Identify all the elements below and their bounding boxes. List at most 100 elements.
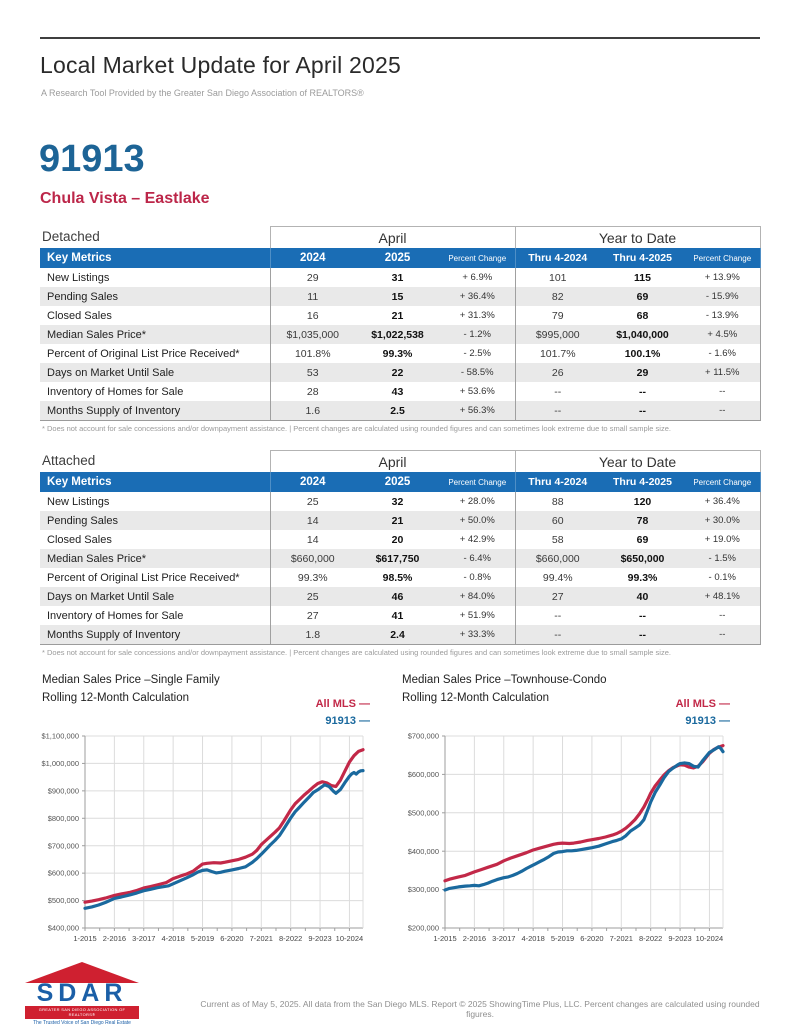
- value-cell: 101.7%: [514, 344, 600, 363]
- table-row: Inventory of Homes for Sale 28 43 + 53.6% --…: [40, 382, 761, 401]
- chart-subtitle: Rolling 12-Month Calculation: [402, 691, 550, 704]
- table-row: Pending Sales 11 15 + 36.4% 82 69- 15.9%: [40, 287, 761, 306]
- section-label-attached: Attached: [42, 453, 96, 468]
- column-header: 2024: [269, 248, 355, 268]
- metric-label-cell: Months Supply of Inventory: [40, 401, 270, 421]
- svg-text:7-2021: 7-2021: [610, 934, 633, 943]
- value-cell: 31: [355, 268, 440, 287]
- value-cell: + 31.3%: [440, 306, 515, 325]
- value-cell: 11: [269, 287, 355, 306]
- metric-label-cell: Percent of Original List Price Received*: [40, 344, 270, 363]
- attached-section: Attached April Year to Date Key Metrics 202…: [40, 450, 761, 660]
- value-cell: + 53.6%: [440, 382, 515, 401]
- metric-label-cell: Median Sales Price*: [40, 325, 270, 344]
- chart-title: Median Sales Price –Townhouse-Condo: [402, 674, 607, 686]
- detached-metrics-table: April Year to Date Key Metrics 2024 2025 Perc…: [40, 226, 761, 421]
- value-cell: - 6.4%: [440, 549, 515, 568]
- metric-label-cell: Percent of Original List Price Received*: [40, 568, 270, 587]
- value-cell: + 28.0%: [440, 492, 515, 511]
- column-header: 2024: [269, 472, 355, 492]
- value-cell: 99.3%: [355, 344, 440, 363]
- value-cell: - 13.9%: [685, 306, 761, 325]
- svg-text:1-2015: 1-2015: [433, 934, 456, 943]
- svg-text:5-2019: 5-2019: [551, 934, 574, 943]
- svg-text:$800,000: $800,000: [48, 814, 79, 823]
- value-cell: --: [600, 382, 685, 401]
- value-cell: 99.3%: [600, 568, 685, 587]
- value-cell: + 56.3%: [440, 401, 515, 421]
- value-cell: $1,040,000: [600, 325, 685, 344]
- series-all-mls: [83, 748, 365, 904]
- table-row: New Listings 25 32 + 28.0% 88 120 + 36.4%: [40, 492, 761, 511]
- group-header-ytd: Year to Date: [514, 450, 761, 472]
- value-cell: 101: [514, 268, 600, 287]
- value-cell: + 13.9%: [685, 268, 761, 287]
- value-cell: 15: [355, 287, 440, 306]
- header-rule: [40, 37, 760, 39]
- column-header: Percent Change: [440, 248, 515, 268]
- value-cell: 28: [269, 382, 355, 401]
- svg-text:$1,000,000: $1,000,000: [41, 759, 79, 768]
- value-cell: + 19.0%: [685, 530, 761, 549]
- table-row: Closed Sales 14 20 + 42.9% 58 69 + 19.0%: [40, 530, 761, 549]
- value-cell: + 84.0%: [440, 587, 515, 606]
- svg-text:$300,000: $300,000: [408, 885, 439, 894]
- value-cell: 27: [269, 606, 355, 625]
- value-cell: $1,022,538: [355, 325, 440, 344]
- svg-text:7-2021: 7-2021: [250, 934, 273, 943]
- value-cell: + 4.5%: [685, 325, 761, 344]
- value-cell: $995,000: [514, 325, 600, 344]
- svg-text:$600,000: $600,000: [408, 770, 439, 779]
- value-cell: 29: [600, 363, 685, 382]
- footer-text: Current as of May 5, 2025. All data from…: [200, 999, 760, 1019]
- value-cell: - 15.9%: [685, 287, 761, 306]
- value-cell: --: [514, 382, 600, 401]
- page-subtitle: A Research Tool Provided by the Greater …: [41, 88, 364, 98]
- column-header: Thru 4-2025: [600, 248, 685, 268]
- value-cell: 98.5%: [355, 568, 440, 587]
- legend-item: All MLS —: [315, 698, 370, 710]
- svg-text:10-2024: 10-2024: [336, 934, 364, 943]
- table-footnote: * Does not account for sale concessions …: [42, 424, 671, 433]
- svg-text:$700,000: $700,000: [48, 841, 79, 850]
- svg-text:8-2022: 8-2022: [279, 934, 302, 943]
- column-header: Key Metrics: [40, 248, 270, 268]
- column-header: Thru 4-2024: [514, 248, 600, 268]
- svg-text:6-2020: 6-2020: [220, 934, 243, 943]
- column-header-row: Key Metrics 2024 2025 Percent Change Thru 4-…: [40, 248, 761, 268]
- value-cell: 14: [269, 511, 355, 530]
- svg-text:9-2023: 9-2023: [668, 934, 691, 943]
- legend-item: 91913 —: [325, 715, 370, 728]
- series-91913: [443, 745, 725, 892]
- value-cell: 27: [514, 587, 600, 606]
- value-cell: 69: [600, 530, 685, 549]
- value-cell: 14: [269, 530, 355, 549]
- group-header-ytd: Year to Date: [514, 226, 761, 248]
- svg-text:6-2020: 6-2020: [580, 934, 603, 943]
- table-row: Months Supply of Inventory 1.8 2.4 + 33.3% -…: [40, 625, 761, 645]
- value-cell: 25: [269, 492, 355, 511]
- table-row: Days on Market Until Sale 53 22- 58.5% 26 29…: [40, 363, 761, 382]
- value-cell: 115: [600, 268, 685, 287]
- attached-metrics-table: April Year to Date Key Metrics 2024 2025 Perc…: [40, 450, 761, 645]
- svg-text:$400,000: $400,000: [48, 924, 79, 933]
- column-header: Percent Change: [440, 472, 515, 492]
- value-cell: --: [600, 625, 685, 645]
- column-header: 2025: [355, 472, 440, 492]
- series-91913: [83, 768, 365, 910]
- value-cell: --: [685, 625, 761, 645]
- metric-label-cell: Days on Market Until Sale: [40, 363, 270, 382]
- value-cell: 32: [355, 492, 440, 511]
- value-cell: --: [600, 606, 685, 625]
- value-cell: $1,035,000: [269, 325, 355, 344]
- value-cell: + 42.9%: [440, 530, 515, 549]
- svg-text:$500,000: $500,000: [408, 808, 439, 817]
- logo-org-line: GREATER SAN DIEGO ASSOCIATION OF REALTOR…: [25, 1005, 139, 1019]
- chart-svg: $400,000 $500,000 $600,000 $700,000 $800,000…: [41, 732, 365, 943]
- value-cell: --: [514, 606, 600, 625]
- value-cell: 53: [269, 363, 355, 382]
- svg-text:$500,000: $500,000: [48, 896, 79, 905]
- metric-label-cell: New Listings: [40, 492, 270, 511]
- metric-label-cell: Days on Market Until Sale: [40, 587, 270, 606]
- section-label-detached: Detached: [42, 229, 100, 244]
